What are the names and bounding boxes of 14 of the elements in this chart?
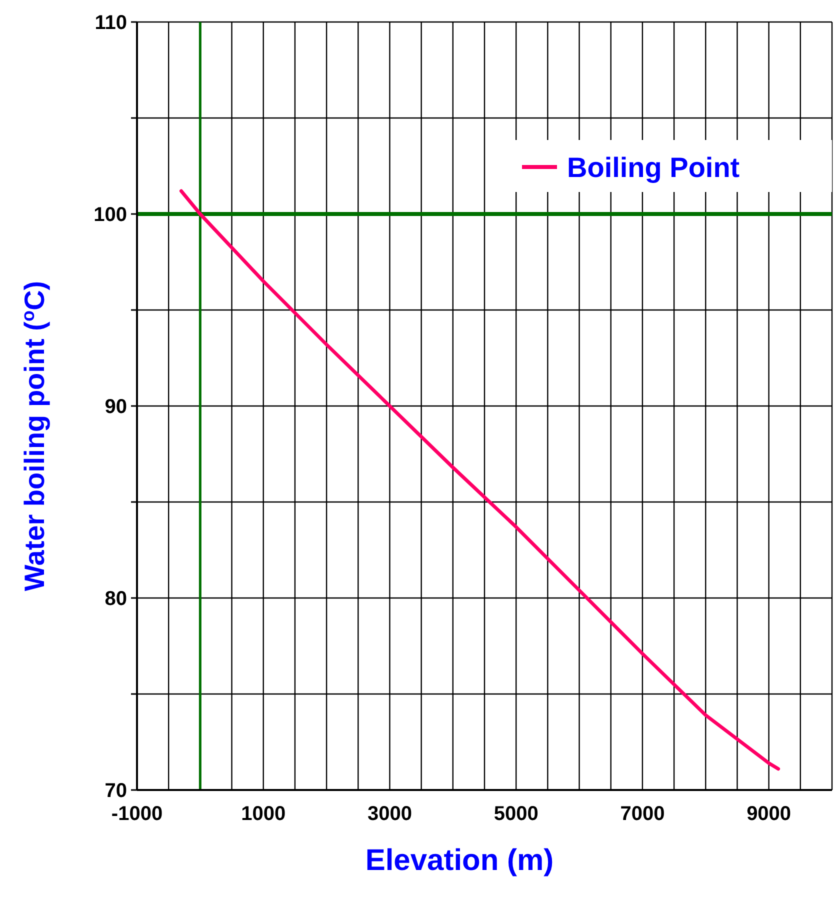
x-tick-label: 7000 (620, 803, 665, 825)
y-tick-label: 100 (94, 204, 127, 226)
x-axis-title: Elevation (m) (365, 844, 554, 877)
y-tick-label: 90 (104, 396, 127, 418)
line-series (179, 189, 780, 771)
x-tick-label: 9000 (746, 803, 792, 825)
x-tick-label: -1000 (111, 803, 163, 825)
x-tick-label: 1000 (241, 803, 286, 825)
y-tick-label: 80 (104, 588, 127, 610)
legend-label: Boiling Point (567, 152, 740, 183)
x-tick-label: 3000 (367, 803, 412, 825)
y-tick-label: 110 (94, 12, 127, 34)
x-tick-label: 5000 (494, 803, 538, 825)
y-tick-label: 70 (104, 780, 127, 802)
